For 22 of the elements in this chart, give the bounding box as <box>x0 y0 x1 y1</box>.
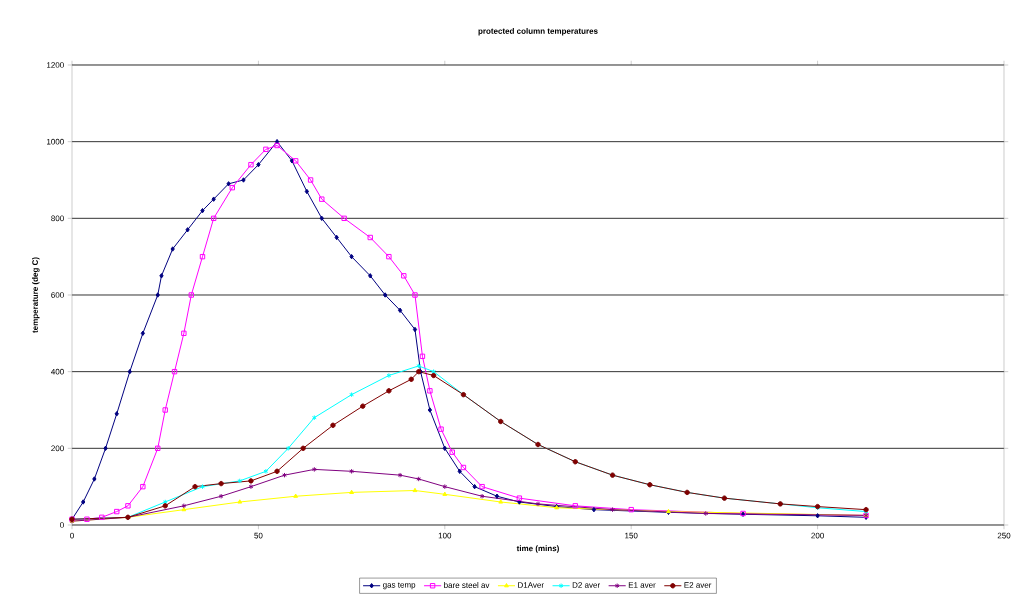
legend-label: E2 aver <box>684 582 712 588</box>
x-tick-label: 200 <box>811 532 824 539</box>
y-tick-label: 200 <box>51 445 64 452</box>
x-axis-title: time (mins) <box>516 545 559 553</box>
chart-title: protected column temperatures <box>478 28 598 36</box>
x-tick-label: 100 <box>438 532 452 539</box>
x-tick-label: 250 <box>997 532 1011 539</box>
y-tick-label: 1200 <box>47 62 64 68</box>
legend-label: gas temp <box>382 582 416 590</box>
legend-label: bare steel av <box>444 582 490 588</box>
y-tick-label: 600 <box>51 292 64 298</box>
x-tick-label: 50 <box>254 532 263 539</box>
y-tick-label: 0 <box>60 522 64 528</box>
legend-label: E1 aver <box>628 582 656 588</box>
y-tick-label: 800 <box>51 215 64 222</box>
y-tick-label: 400 <box>51 368 64 375</box>
legend-label: D2 aver <box>572 582 600 588</box>
legend-label: D1Aver <box>518 582 544 588</box>
x-tick-label: 150 <box>625 532 638 539</box>
x-tick-label: 0 <box>70 532 74 539</box>
y-tick-label: 1000 <box>47 138 64 145</box>
y-axis-title: temperature (deg C) <box>32 257 40 333</box>
